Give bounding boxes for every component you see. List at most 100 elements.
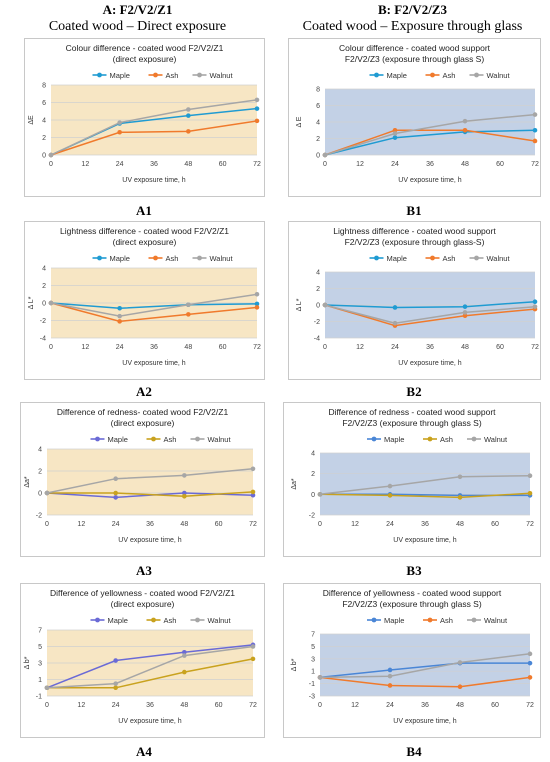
chart-subtitle: F2/V2/Z3 (exposure through glass S) — [342, 599, 482, 609]
x-tick-label: 36 — [421, 521, 429, 528]
data-point-maple — [113, 495, 118, 500]
x-tick-label: 48 — [461, 161, 469, 168]
y-tick-label: 1 — [38, 677, 42, 684]
x-tick-label: 24 — [391, 344, 399, 351]
x-tick-label: 0 — [45, 702, 49, 709]
y-tick-label: 4 — [311, 451, 315, 458]
series-line-maple — [319, 662, 530, 679]
data-point-ash — [113, 685, 118, 691]
y-tick-label: 4 — [42, 266, 46, 273]
chart-panel-b4: Difference of yellowness - coated wood s… — [283, 583, 541, 738]
data-point-walnut — [317, 492, 323, 497]
x-tick-label: 0 — [49, 344, 53, 351]
y-axis-label: Δ b* — [291, 658, 298, 671]
series-line-ash — [47, 658, 254, 689]
legend-label: Ash — [440, 616, 453, 625]
y-tick-label: 2 — [38, 469, 42, 476]
legend-swatch-marker — [427, 617, 433, 623]
column-header-label: B: F2/V2/Z3 — [378, 2, 447, 17]
data-point-ash — [387, 683, 393, 688]
chart-panel-a3: Difference of redness- coated wood F2/V2… — [20, 402, 265, 557]
y-tick-label: 4 — [316, 120, 320, 127]
x-tick-label: 36 — [146, 702, 154, 709]
x-tick-label: 0 — [323, 161, 327, 168]
data-point-walnut — [462, 118, 468, 124]
x-tick-label: 60 — [219, 344, 227, 351]
data-point-maple — [186, 113, 191, 118]
x-axis-label: UV exposure time, h — [393, 718, 457, 725]
y-axis-label: Δa* — [291, 478, 298, 490]
chart-a1: Colour difference - coated wood F2/V2/Z1… — [28, 43, 261, 184]
chart-subtitle: (direct exposure) — [111, 599, 175, 609]
x-tick-label: 48 — [184, 161, 192, 168]
data-point-maple — [527, 660, 533, 666]
y-tick-label: -2 — [314, 319, 320, 326]
chart-subtitle: F2/V2/Z3 (exposure through glass-S) — [345, 237, 485, 247]
data-point-ash — [117, 129, 122, 135]
legend-swatch-marker — [430, 72, 435, 78]
chart-title: Difference of yellowness - coated wood F… — [50, 588, 235, 598]
legend-swatch-marker — [371, 617, 377, 623]
column-header-subtitle: Coated wood – Direct exposure — [48, 19, 227, 34]
chart-a3: Difference of redness- coated wood F2/V2… — [24, 407, 257, 544]
x-tick-label: 24 — [112, 702, 120, 709]
data-point-maple — [532, 299, 538, 304]
data-point-maple — [250, 492, 256, 498]
chart-title: Difference of yellowness - coated wood s… — [323, 588, 502, 598]
data-point-walnut — [48, 300, 54, 306]
data-point-ash — [182, 669, 187, 675]
x-axis-label: UV exposure time, h — [122, 177, 186, 184]
data-point-walnut — [44, 685, 50, 691]
data-point-ash — [457, 684, 463, 689]
data-point-walnut — [317, 675, 323, 680]
chart-b4: Difference of yellowness - coated wood s… — [291, 588, 534, 725]
chart-title: Lightness difference - coated wood F2/V2… — [60, 226, 229, 236]
data-point-walnut — [387, 673, 393, 679]
series-line-ash — [319, 492, 531, 499]
y-tick-label: -4 — [314, 336, 320, 343]
legend-label: Walnut — [210, 254, 234, 263]
x-tick-label: 24 — [386, 702, 394, 709]
x-tick-label: 72 — [249, 521, 257, 528]
legend-swatch-marker — [95, 436, 100, 442]
x-tick-label: 36 — [426, 161, 434, 168]
data-point-ash — [250, 656, 256, 662]
legend-label: Ash — [164, 435, 177, 444]
legend-label: Ash — [440, 435, 453, 444]
y-tick-label: 2 — [42, 135, 46, 142]
data-point-ash — [254, 305, 260, 310]
x-tick-label: 72 — [253, 161, 261, 168]
y-tick-label: 8 — [316, 87, 320, 94]
legend-label: Maple — [384, 616, 404, 625]
x-tick-label: 0 — [49, 161, 53, 168]
chart-title: Lightness difference - coated wood suppo… — [333, 226, 496, 236]
series-line-maple — [324, 300, 536, 309]
x-axis-label: UV exposure time, h — [122, 360, 186, 367]
legend-swatch-marker — [95, 617, 100, 623]
legend-swatch-marker — [371, 436, 377, 442]
legend-swatch-marker — [97, 72, 102, 78]
y-tick-label: 1 — [311, 669, 315, 676]
data-point-walnut — [117, 120, 122, 125]
y-tick-label: 6 — [42, 100, 46, 107]
legend-swatch-marker — [195, 617, 200, 623]
x-tick-label: 72 — [526, 702, 534, 709]
x-tick-label: 48 — [184, 344, 192, 351]
legend-label: Ash — [443, 71, 456, 80]
data-point-maple — [392, 135, 398, 140]
y-tick-label: 3 — [38, 661, 42, 668]
legend-label: Ash — [164, 616, 177, 625]
legend-label: Maple — [387, 254, 407, 263]
data-point-maple — [254, 301, 260, 307]
x-tick-label: 72 — [249, 702, 257, 709]
legend-label: Walnut — [484, 435, 508, 444]
series-line-walnut — [50, 99, 258, 156]
x-tick-label: 60 — [219, 161, 227, 168]
data-point-walnut — [254, 97, 260, 103]
legend-swatch-marker — [151, 436, 156, 442]
data-point-walnut — [186, 107, 191, 112]
y-tick-label: 0 — [42, 301, 46, 308]
series-line-walnut — [50, 293, 258, 317]
x-tick-label: 0 — [318, 702, 322, 709]
legend-label: Maple — [110, 71, 130, 80]
